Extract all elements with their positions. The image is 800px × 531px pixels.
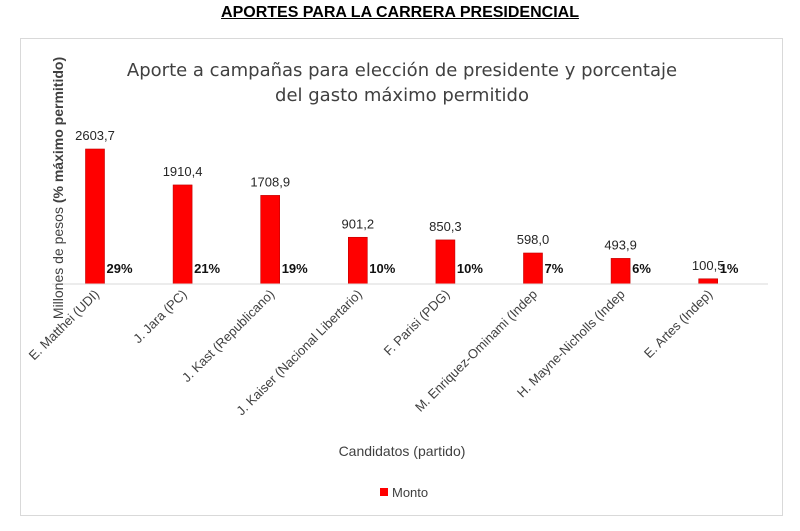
value-label-5: 598,0 xyxy=(517,232,550,247)
x-tick-label-1: J. Jara (PC) xyxy=(130,287,190,347)
chart-title-line1: Aporte a campañas para elección de presi… xyxy=(127,60,677,81)
percent-label-7: 1% xyxy=(720,261,739,276)
chart-frame xyxy=(20,38,783,516)
bars-group: 2603,729%E. Matthei (UDI)1910,421%J. Jar… xyxy=(26,128,739,418)
percent-label-2: 19% xyxy=(282,261,308,276)
x-tick-label-4: F. Parisi (PDG) xyxy=(381,287,453,359)
bar-4 xyxy=(435,239,456,285)
bar-1 xyxy=(172,184,193,285)
bar-0 xyxy=(85,148,105,285)
x-tick-label-7: E. Artes (Indep) xyxy=(641,287,715,361)
value-label-7: 100,5 xyxy=(692,258,725,273)
y-axis-title-bold: (% máximo permitido) xyxy=(50,57,66,203)
bar-3 xyxy=(347,236,368,285)
y-axis-title-normal: Millones de pesos xyxy=(50,203,66,319)
bar-5 xyxy=(523,252,543,285)
y-axis-title: Millones de pesos (% máximo permitido) xyxy=(50,57,66,319)
percent-label-6: 6% xyxy=(632,261,651,276)
value-label-4: 850,3 xyxy=(429,219,462,234)
percent-label-4: 10% xyxy=(457,261,483,276)
value-label-2: 1708,9 xyxy=(250,174,290,189)
percent-label-0: 29% xyxy=(107,261,133,276)
value-label-6: 493,9 xyxy=(604,237,637,252)
x-tick-label-2: J. Kast (Republicano) xyxy=(179,287,277,385)
bar-2 xyxy=(260,195,281,285)
percent-label-1: 21% xyxy=(194,261,220,276)
x-axis-title: Candidatos (partido) xyxy=(339,443,466,459)
value-label-0: 2603,7 xyxy=(75,128,115,143)
legend-swatch xyxy=(380,488,388,496)
value-label-1: 1910,4 xyxy=(163,164,203,179)
bar-7 xyxy=(698,278,719,285)
percent-label-5: 7% xyxy=(545,261,564,276)
chart-title-line2: del gasto máximo permitido xyxy=(275,85,529,106)
bar-6 xyxy=(610,258,631,285)
value-label-3: 901,2 xyxy=(342,216,375,231)
legend-label: Monto xyxy=(392,485,428,500)
percent-label-3: 10% xyxy=(369,261,395,276)
page-title: APORTES PARA LA CARRERA PRESIDENCIAL xyxy=(221,4,579,21)
